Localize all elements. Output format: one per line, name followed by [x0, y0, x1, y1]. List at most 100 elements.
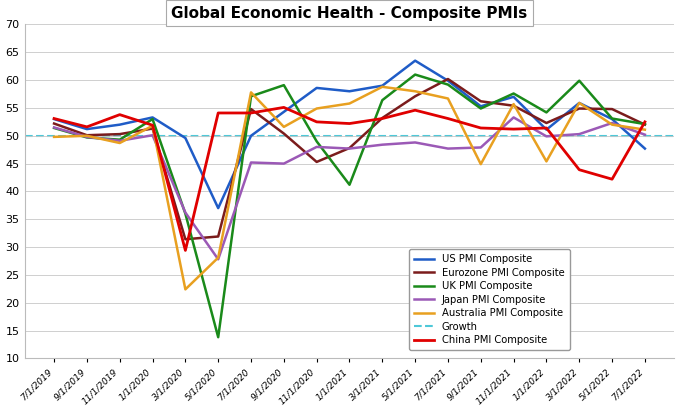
- China PMI Composite: [641, 119, 649, 124]
- Japan PMI Composite: [116, 138, 124, 143]
- Australia PMI Composite: [214, 255, 222, 260]
- Title: Global Economic Health - Composite PMIs: Global Economic Health - Composite PMIs: [171, 5, 528, 21]
- US PMI Composite: [214, 206, 222, 211]
- Australia PMI Composite: [509, 102, 517, 107]
- Eurozone PMI Composite: [247, 107, 255, 112]
- Line: Eurozone PMI Composite: Eurozone PMI Composite: [54, 79, 645, 239]
- Australia PMI Composite: [279, 124, 288, 129]
- US PMI Composite: [477, 104, 485, 109]
- China PMI Composite: [378, 116, 386, 121]
- China PMI Composite: [608, 177, 616, 182]
- UK PMI Composite: [509, 91, 517, 96]
- Australia PMI Composite: [182, 287, 190, 292]
- UK PMI Composite: [116, 137, 124, 142]
- Australia PMI Composite: [148, 123, 156, 128]
- US PMI Composite: [247, 133, 255, 138]
- US PMI Composite: [509, 94, 517, 99]
- UK PMI Composite: [279, 83, 288, 88]
- UK PMI Composite: [148, 117, 156, 122]
- US PMI Composite: [279, 109, 288, 114]
- UK PMI Composite: [411, 72, 419, 77]
- UK PMI Composite: [543, 110, 551, 115]
- Eurozone PMI Composite: [214, 234, 222, 239]
- UK PMI Composite: [444, 82, 452, 87]
- Japan PMI Composite: [378, 142, 386, 147]
- Japan PMI Composite: [345, 146, 354, 151]
- Japan PMI Composite: [543, 134, 551, 139]
- Line: Australia PMI Composite: Australia PMI Composite: [54, 87, 645, 289]
- UK PMI Composite: [83, 135, 91, 140]
- Eurozone PMI Composite: [378, 115, 386, 120]
- Line: China PMI Composite: China PMI Composite: [54, 108, 645, 250]
- UK PMI Composite: [608, 116, 616, 121]
- Japan PMI Composite: [509, 115, 517, 120]
- Eurozone PMI Composite: [411, 94, 419, 99]
- Australia PMI Composite: [411, 89, 419, 94]
- China PMI Composite: [477, 126, 485, 131]
- Eurozone PMI Composite: [279, 131, 288, 136]
- Australia PMI Composite: [477, 162, 485, 166]
- UK PMI Composite: [182, 211, 190, 216]
- China PMI Composite: [575, 167, 583, 172]
- US PMI Composite: [182, 136, 190, 140]
- US PMI Composite: [116, 122, 124, 127]
- Japan PMI Composite: [214, 257, 222, 262]
- US PMI Composite: [608, 117, 616, 122]
- UK PMI Composite: [50, 126, 58, 131]
- Eurozone PMI Composite: [477, 99, 485, 104]
- Japan PMI Composite: [50, 125, 58, 130]
- Eurozone PMI Composite: [148, 126, 156, 131]
- Japan PMI Composite: [182, 210, 190, 215]
- China PMI Composite: [148, 123, 156, 128]
- Australia PMI Composite: [641, 127, 649, 132]
- Japan PMI Composite: [279, 161, 288, 166]
- China PMI Composite: [83, 124, 91, 129]
- China PMI Composite: [509, 126, 517, 131]
- US PMI Composite: [575, 101, 583, 105]
- US PMI Composite: [313, 85, 321, 90]
- Japan PMI Composite: [641, 132, 649, 137]
- Japan PMI Composite: [247, 160, 255, 165]
- Eurozone PMI Composite: [575, 106, 583, 111]
- US PMI Composite: [148, 115, 156, 120]
- Australia PMI Composite: [116, 140, 124, 145]
- Eurozone PMI Composite: [50, 121, 58, 126]
- China PMI Composite: [214, 110, 222, 115]
- Growth: [50, 133, 58, 138]
- Australia PMI Composite: [575, 101, 583, 105]
- Line: Japan PMI Composite: Japan PMI Composite: [54, 117, 645, 259]
- Japan PMI Composite: [444, 146, 452, 151]
- China PMI Composite: [345, 121, 354, 126]
- Eurozone PMI Composite: [345, 145, 354, 150]
- China PMI Composite: [247, 110, 255, 115]
- Japan PMI Composite: [575, 132, 583, 137]
- Australia PMI Composite: [313, 106, 321, 111]
- UK PMI Composite: [313, 139, 321, 144]
- Japan PMI Composite: [83, 134, 91, 139]
- China PMI Composite: [116, 112, 124, 117]
- Australia PMI Composite: [247, 90, 255, 95]
- China PMI Composite: [543, 126, 551, 131]
- US PMI Composite: [378, 83, 386, 88]
- UK PMI Composite: [477, 106, 485, 111]
- UK PMI Composite: [247, 94, 255, 99]
- Eurozone PMI Composite: [83, 133, 91, 138]
- US PMI Composite: [543, 127, 551, 132]
- China PMI Composite: [411, 108, 419, 112]
- Japan PMI Composite: [608, 121, 616, 126]
- US PMI Composite: [641, 146, 649, 151]
- Australia PMI Composite: [83, 133, 91, 138]
- US PMI Composite: [83, 126, 91, 131]
- Eurozone PMI Composite: [641, 122, 649, 127]
- China PMI Composite: [182, 248, 190, 253]
- Eurozone PMI Composite: [313, 159, 321, 164]
- US PMI Composite: [444, 78, 452, 83]
- Japan PMI Composite: [313, 145, 321, 150]
- Australia PMI Composite: [50, 134, 58, 139]
- Australia PMI Composite: [378, 84, 386, 89]
- Eurozone PMI Composite: [608, 107, 616, 112]
- China PMI Composite: [279, 105, 288, 110]
- Australia PMI Composite: [608, 122, 616, 127]
- Eurozone PMI Composite: [182, 237, 190, 242]
- Japan PMI Composite: [148, 133, 156, 138]
